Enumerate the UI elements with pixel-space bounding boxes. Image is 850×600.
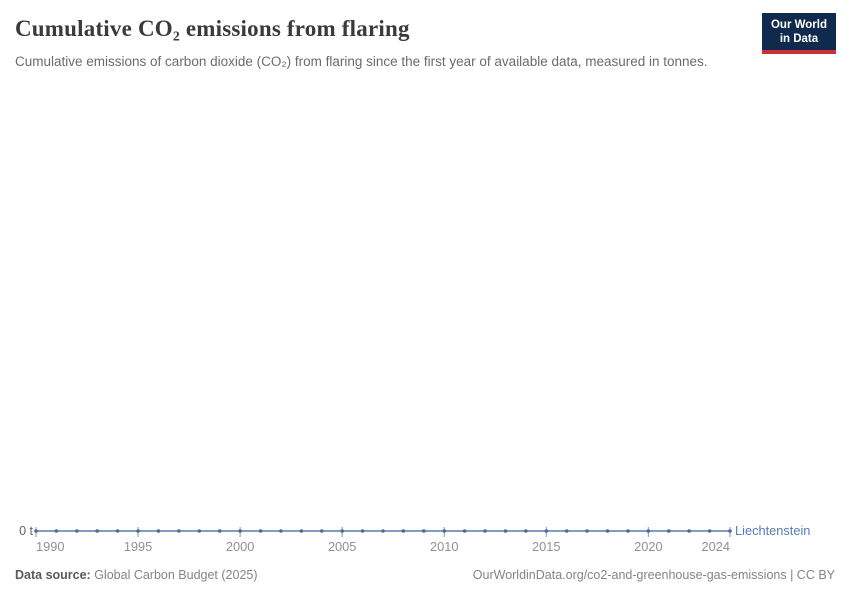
data-point [646, 529, 651, 533]
data-point [666, 529, 671, 533]
data-point [299, 529, 304, 533]
data-point [483, 529, 487, 533]
data-point [238, 529, 242, 533]
data-point [544, 529, 549, 533]
data-point [258, 529, 263, 533]
x-axis-tick-label: 1990 [36, 539, 65, 554]
data-point [115, 529, 120, 533]
chart-footer: Data source: Global Carbon Budget (2025)… [15, 567, 835, 584]
owid-logo-line1: Our World [770, 19, 827, 31]
data-point [422, 529, 426, 533]
data-point [585, 529, 589, 533]
data-source: Data source: Global Carbon Budget (2025) [15, 568, 258, 582]
data-point [95, 529, 100, 533]
data-source-value: Global Carbon Budget (2025) [90, 568, 258, 582]
data-point [442, 529, 447, 533]
series-end-label-liechtenstein[interactable]: Liechtenstein [735, 523, 811, 538]
data-point [34, 529, 38, 533]
y-axis-zero-label: 0 t [19, 524, 33, 538]
credit-link[interactable]: OurWorldinData.org/co2-and-greenhouse-ga… [472, 568, 835, 582]
data-point [687, 529, 691, 533]
data-source-label: Data source: [15, 568, 91, 582]
data-point [381, 529, 385, 533]
data-point [564, 529, 569, 533]
x-axis-tick-label: 2020 [634, 539, 663, 554]
data-point [360, 529, 365, 533]
data-point [605, 529, 610, 533]
data-point [156, 529, 161, 533]
x-axis-tick-label: 2010 [430, 539, 459, 554]
x-axis-tick-label: 2015 [532, 539, 561, 554]
owid-logo[interactable]: Our World in Data [761, 13, 836, 54]
data-point [401, 529, 406, 533]
data-point [136, 529, 140, 533]
owid-logo-line2: in Data [779, 33, 819, 45]
x-axis-tick-label: 1995 [123, 539, 153, 554]
data-point [197, 529, 202, 533]
data-point [75, 529, 79, 533]
x-axis-tick-label: 2005 [327, 539, 357, 554]
data-point [279, 529, 283, 533]
data-point [340, 529, 344, 533]
x-axis-tick-label: 2000 [225, 539, 255, 554]
x-axis-tick-label: 2024 [701, 539, 730, 554]
data-point [177, 529, 181, 533]
data-point [728, 529, 732, 533]
data-point [626, 529, 630, 533]
data-point [503, 529, 508, 533]
chart-title: Cumulative CO₂ emissions from flaring [15, 16, 410, 41]
data-point [319, 529, 324, 533]
chart-subtitle: Cumulative emissions of carbon dioxide (… [15, 54, 708, 69]
data-point [54, 529, 59, 533]
data-point [217, 529, 222, 533]
data-point [524, 529, 528, 533]
data-point [707, 529, 712, 533]
data-point [462, 529, 467, 533]
